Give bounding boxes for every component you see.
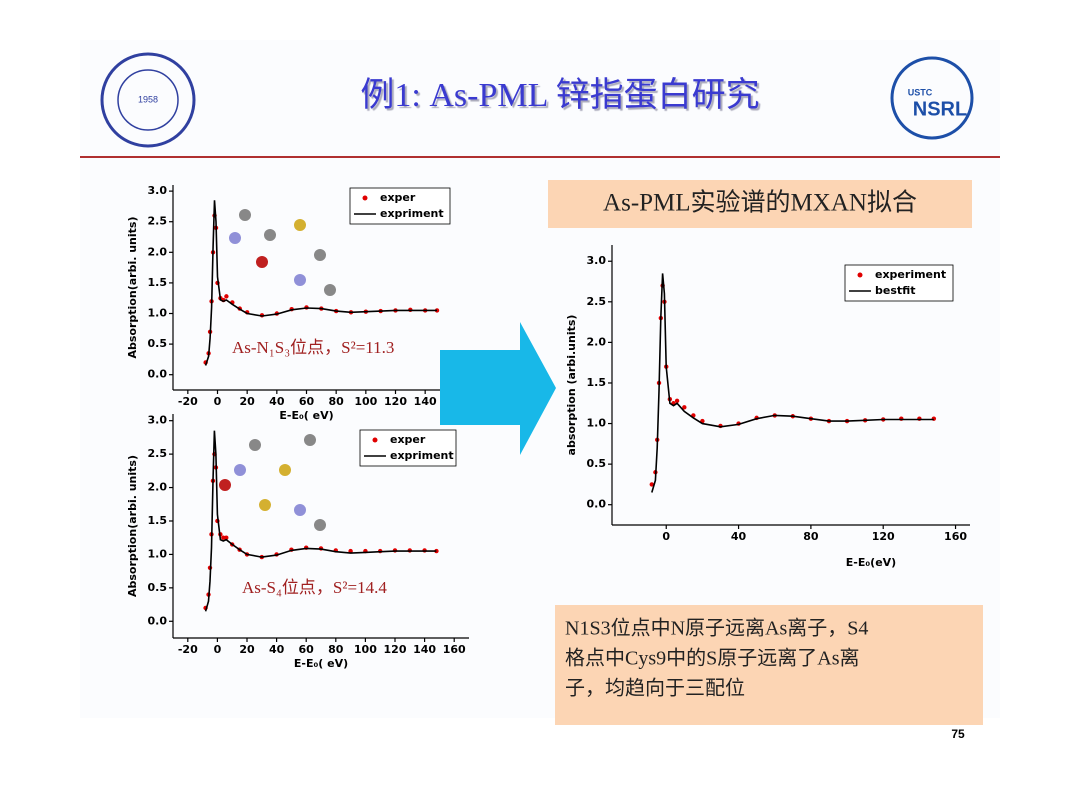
x-tick-label: 160: [443, 643, 466, 656]
legend-label: exper: [380, 191, 416, 204]
x-tick-label: 80: [803, 530, 819, 543]
legend-box: [349, 187, 451, 225]
y-tick-label: 1.0: [148, 307, 168, 320]
y-tick-label: 0.5: [148, 581, 168, 594]
y-tick-label: 0.0: [587, 498, 607, 511]
x-tick-label: 20: [239, 643, 255, 656]
x-tick-label: 40: [269, 643, 285, 656]
legend-swatch: [362, 195, 368, 201]
legend-label: exper: [390, 433, 426, 446]
legend-swatch: [372, 437, 378, 443]
y-tick-label: 2.5: [148, 447, 168, 460]
x-tick-label: 60: [299, 395, 315, 408]
logo-right-top: USTC: [908, 87, 933, 97]
fit-line: [651, 273, 934, 493]
arrow: [440, 322, 556, 455]
data-point: [434, 308, 440, 313]
x-tick-label: 0: [214, 395, 222, 408]
x-tick-label: 120: [384, 395, 407, 408]
x-tick-label: 160: [944, 530, 967, 543]
x-tick-label: 0: [214, 643, 222, 656]
summary-line: 子，均趋向于三配位: [565, 677, 745, 700]
y-tick-label: 1.5: [587, 376, 607, 389]
y-axis-label: Absorption(arbi. units): [126, 216, 139, 358]
fit-title-box: [548, 180, 972, 228]
legend-label: expriment: [380, 207, 444, 220]
data-point: [348, 548, 353, 554]
y-tick-label: 0.5: [587, 457, 607, 470]
legend-box: [359, 429, 457, 467]
fit-line: [204, 200, 437, 366]
x-tick-label: 100: [354, 395, 377, 408]
legend-box: [844, 264, 954, 302]
data-point: [649, 482, 654, 487]
legend-swatch: [857, 272, 863, 278]
x-tick-label: -20: [178, 395, 198, 408]
data-point: [224, 294, 229, 299]
legend-label: bestfit: [875, 284, 916, 297]
annotation: As-N₁S₃位点，S²=11.3: [232, 338, 394, 357]
logo-left: [100, 52, 196, 148]
x-axis-label: E-E₀( eV): [279, 409, 333, 422]
y-tick-label: 2.5: [587, 295, 607, 308]
y-axis-label: Absorption(arbi. units): [126, 455, 139, 597]
page-number: 75: [951, 727, 965, 741]
logo-left-inner: [117, 69, 179, 131]
x-tick-label: 120: [384, 643, 407, 656]
data-point: [434, 548, 439, 554]
y-tick-label: 1.5: [148, 514, 168, 527]
data-point: [224, 535, 229, 540]
x-tick-label: 80: [329, 395, 345, 408]
logo-left-text: 1958: [138, 94, 158, 104]
molecule: [219, 209, 336, 531]
slide-title: 例1: As-PML 锌指蛋白研究: [360, 76, 759, 114]
y-tick-label: 1.0: [587, 417, 607, 430]
x-tick-label: 40: [269, 395, 285, 408]
legend-label: expriment: [390, 449, 454, 462]
y-tick-label: 2.5: [148, 215, 168, 228]
y-tick-label: 0.0: [148, 614, 168, 627]
data-point: [674, 398, 680, 404]
annotation: As-S₄位点，S²=14.4: [242, 578, 387, 597]
y-axis-label: absorption (arbi.units): [565, 315, 578, 456]
y-tick-label: 2.0: [148, 481, 168, 494]
x-tick-label: -20: [178, 643, 198, 656]
logo-right-bottom: NSRL: [913, 98, 967, 120]
y-tick-label: 2.0: [148, 245, 168, 258]
y-tick-label: 1.5: [148, 276, 168, 289]
x-axis-label: E-E₀( eV): [294, 657, 348, 670]
x-tick-label: 100: [354, 643, 377, 656]
x-axis-label: E-E₀(eV): [846, 556, 896, 569]
y-tick-label: 3.0: [148, 184, 168, 197]
logo-right: [890, 56, 974, 140]
x-tick-label: 140: [414, 395, 437, 408]
chart-title: As-PML实验谱的MXAN拟合: [603, 189, 917, 217]
legend-label: experiment: [875, 268, 946, 281]
x-tick-label: 20: [240, 395, 256, 408]
fit-line: [204, 430, 437, 612]
y-tick-label: 1.0: [148, 547, 168, 560]
y-tick-label: 3.0: [148, 414, 168, 427]
x-tick-label: 40: [731, 530, 747, 543]
y-tick-label: 2.0: [587, 335, 607, 348]
summary-line: 格点中Cys9中的S原子远离了As离: [565, 647, 859, 670]
y-tick-label: 0.5: [148, 337, 168, 350]
x-tick-label: 120: [872, 530, 895, 543]
y-tick-label: 3.0: [587, 254, 607, 267]
y-tick-label: 0.0: [148, 368, 168, 381]
summary-line: N1S3位点中N原子远离As离子，S4: [565, 617, 868, 640]
x-tick-label: 0: [662, 530, 670, 543]
x-tick-label: 60: [299, 643, 315, 656]
data-point: [682, 405, 687, 410]
x-tick-label: 140: [413, 643, 436, 656]
x-tick-label: 80: [328, 643, 344, 656]
summary-box: [555, 605, 983, 725]
